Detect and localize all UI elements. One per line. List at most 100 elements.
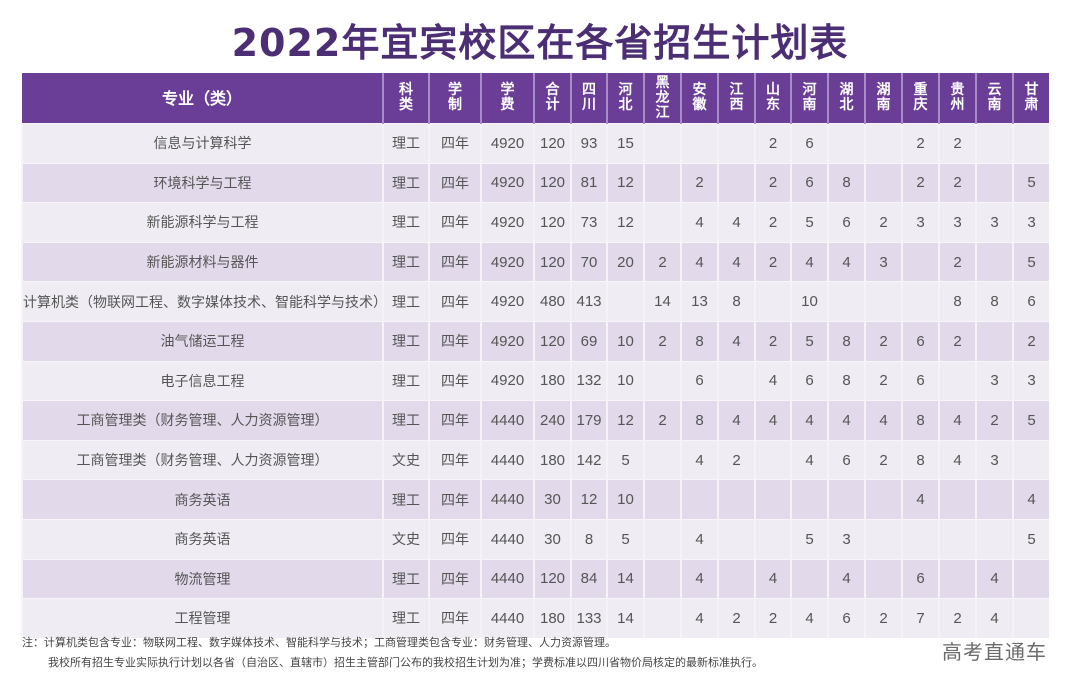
- table-cell: 理工: [382, 241, 429, 282]
- table-cell: 4: [790, 241, 828, 282]
- table-cell: [643, 439, 681, 480]
- table-row: 新能源科学与工程 理工 四年 4920 120 73 12 4 4 2 5 6 2 3 3 3 3: [21, 202, 1049, 243]
- table-cell: 8: [717, 281, 755, 322]
- column-header-label: 湖南: [876, 82, 891, 113]
- table-row: 电子信息工程 理工 四年 4920 180 132 10 6 4 6 8 2 6 3 3: [21, 360, 1049, 401]
- table-cell: [754, 518, 791, 560]
- table-cell: 理工: [382, 320, 429, 362]
- table-cell: [975, 241, 1013, 282]
- table-cell: [864, 162, 902, 203]
- table-cell: 理工: [382, 598, 429, 638]
- table-cell: [717, 558, 755, 599]
- table-cell: 2: [938, 320, 976, 362]
- table-cell: 10: [606, 320, 644, 362]
- table-cell: [901, 518, 939, 560]
- table-cell: [1012, 439, 1049, 480]
- table-cell: 2: [754, 320, 791, 362]
- table-cell: 4: [680, 241, 718, 282]
- table-cell: 4: [938, 439, 976, 480]
- table-cell: 4: [754, 400, 791, 441]
- table-cell: 4: [790, 439, 828, 480]
- major-name-cell: 环境科学与工程: [21, 162, 383, 203]
- column-header: 湖北: [827, 73, 865, 124]
- table-cell: 2: [864, 598, 902, 638]
- table-cell: 5: [1012, 162, 1049, 203]
- table-cell: [643, 479, 681, 520]
- table-cell: 20: [606, 241, 644, 282]
- table-cell: [901, 241, 939, 282]
- table-cell: 179: [570, 400, 607, 441]
- table-cell: 2: [864, 360, 902, 401]
- table-cell: 120: [533, 558, 571, 599]
- column-header: 湖南: [864, 73, 902, 124]
- table-cell: 8: [827, 162, 865, 203]
- table-cell: 14: [643, 281, 681, 322]
- table-cell: [606, 281, 644, 322]
- table-row: 工商管理类（财务管理、人力资源管理） 理工 四年 4440 240 179 12 2 8 4 4 4 4…: [21, 400, 1049, 441]
- table-cell: [864, 518, 902, 560]
- column-header-label: 四川: [582, 82, 596, 113]
- table-cell: 6: [901, 320, 939, 362]
- table-cell: 2: [643, 241, 681, 282]
- table-cell: [938, 558, 976, 599]
- table-cell: 93: [570, 123, 607, 164]
- column-header-label: 安徽: [692, 82, 707, 113]
- column-header-label: 云南: [987, 82, 1002, 113]
- column-header: 合计: [533, 73, 571, 124]
- column-header-label: 江西: [729, 82, 744, 113]
- table-cell: 8: [680, 320, 718, 362]
- table-cell: [938, 360, 976, 401]
- table-cell: 四年: [428, 439, 481, 480]
- table-cell: 6: [790, 123, 828, 164]
- column-header: 贵州: [938, 73, 976, 124]
- table-cell: 2: [901, 162, 939, 203]
- major-name-cell: 工商管理类（财务管理、人力资源管理）: [21, 400, 383, 441]
- table-cell: 4440: [480, 439, 534, 480]
- table-cell: 4920: [480, 162, 534, 203]
- table-cell: 5: [790, 320, 828, 362]
- table-cell: 4: [975, 558, 1013, 599]
- column-header: 江西: [717, 73, 755, 124]
- major-name-cell: 商务英语: [21, 518, 383, 560]
- table-cell: 6: [901, 360, 939, 401]
- table-cell: 4: [680, 598, 718, 638]
- table-cell: 4440: [480, 598, 534, 638]
- table-cell: [643, 518, 681, 560]
- table-cell: 四年: [428, 123, 481, 164]
- table-cell: 4: [827, 400, 865, 441]
- table-cell: 四年: [428, 202, 481, 243]
- table-cell: 14: [606, 558, 644, 599]
- table-cell: 2: [754, 241, 791, 282]
- table-cell: 120: [533, 162, 571, 203]
- table-cell: [827, 479, 865, 520]
- table-cell: 8: [901, 439, 939, 480]
- table-cell: 理工: [382, 479, 429, 520]
- table-cell: 4: [680, 518, 718, 560]
- table-cell: 4: [754, 360, 791, 401]
- table-cell: 2: [1012, 320, 1049, 362]
- table-cell: 3: [901, 202, 939, 243]
- table-cell: 3: [938, 202, 976, 243]
- table-cell: 13: [680, 281, 718, 322]
- table-cell: 4: [827, 241, 865, 282]
- table-cell: [717, 518, 755, 560]
- table-cell: 理工: [382, 162, 429, 203]
- table-cell: 理工: [382, 202, 429, 243]
- column-header-label: 甘肃: [1024, 82, 1039, 113]
- table-cell: 10: [606, 360, 644, 401]
- table-cell: 69: [570, 320, 607, 362]
- table-cell: [827, 281, 865, 322]
- footnotes: 注：计算机类包含专业：物联网工程、数字媒体技术、智能科学与技术；工商管理类包含专…: [22, 633, 763, 673]
- column-header: 云南: [975, 73, 1013, 124]
- column-header-label: 合计: [545, 82, 560, 113]
- table-cell: 文史: [382, 439, 429, 480]
- table-cell: 四年: [428, 400, 481, 441]
- major-name-cell: 新能源科学与工程: [21, 202, 383, 243]
- table-cell: 8: [975, 281, 1013, 322]
- table-cell: [975, 479, 1013, 520]
- table-cell: [643, 598, 681, 638]
- table-cell: 2: [643, 400, 681, 441]
- table-cell: 四年: [428, 479, 481, 520]
- table-cell: 3: [1012, 360, 1049, 401]
- table-cell: [717, 479, 755, 520]
